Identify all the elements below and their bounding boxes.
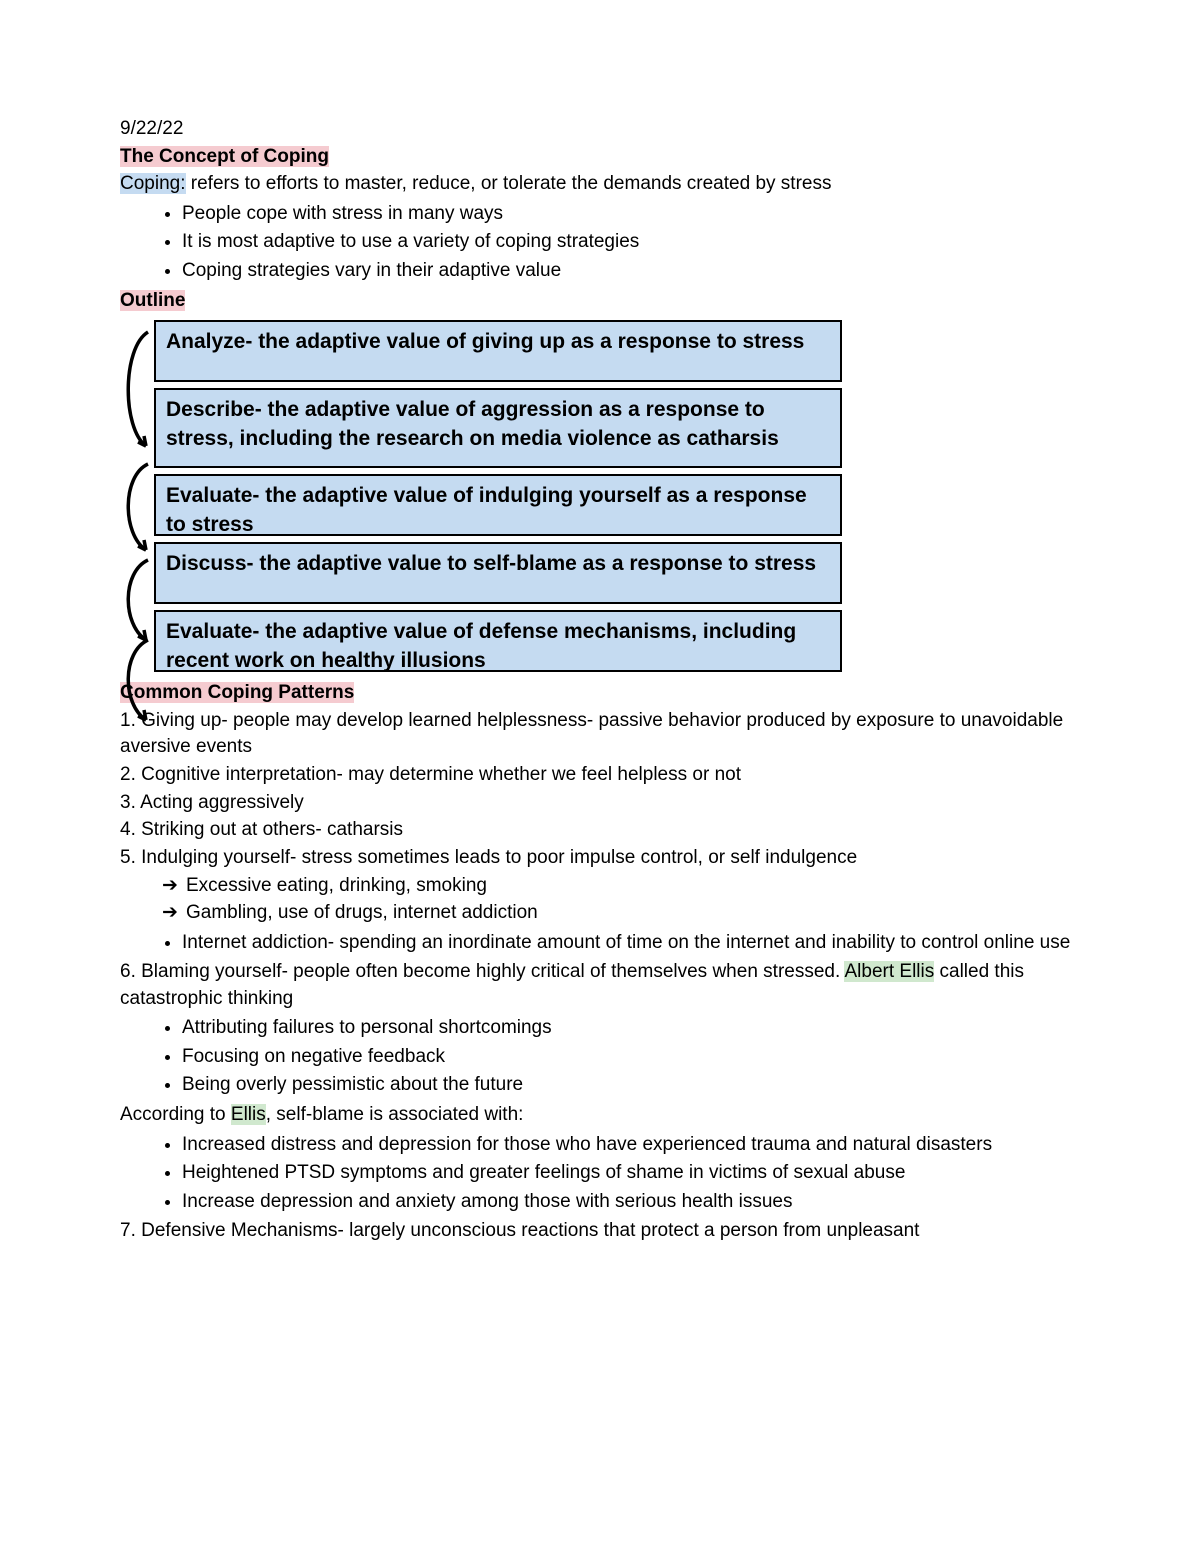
pattern-6-bullets: Attributing failures to personal shortco… [120,1014,1080,1100]
list-item: Heightened PTSD symptoms and greater fee… [182,1159,1080,1188]
pattern-6: 6. Blaming yourself- people often become… [120,959,1080,1012]
heading-concept: The Concept of Coping [120,144,1080,171]
date: 9/22/22 [120,116,1080,143]
pattern-3: 3. Acting aggressively [120,790,1080,817]
ellis-name: Ellis [231,1104,266,1125]
connector-icon [118,328,158,456]
pattern-2: 2. Cognitive interpretation- may determi… [120,762,1080,789]
list-item: Increased distress and depression for th… [182,1131,1080,1160]
list-item: Being overly pessimistic about the futur… [182,1071,1080,1100]
ellis-bullets: Increased distress and depression for th… [120,1131,1080,1217]
heading-patterns: Common Coping Patterns [120,680,1080,707]
outline-box: Discuss- the adaptive value to self-blam… [154,542,842,604]
outline-flow: Analyze- the adaptive value of giving up… [154,320,1080,672]
outline-box: Analyze- the adaptive value of giving up… [154,320,842,382]
pattern-5-bullets: Internet addiction- spending an inordina… [120,929,1080,958]
outline-box: Evaluate- the adaptive value of indulgin… [154,474,842,536]
pattern-5: 5. Indulging yourself- stress sometimes … [120,845,1080,872]
coping-def-text: refers to efforts to master, reduce, or … [186,173,832,194]
outline-box: Evaluate- the adaptive value of defense … [154,610,842,672]
pattern-4: 4. Striking out at others- catharsis [120,817,1080,844]
ellis-line: According to Ellis, self-blame is associ… [120,1102,1080,1129]
list-item: People cope with stress in many ways [182,200,1080,229]
ellis-pre: According to [120,1104,231,1125]
albert-ellis-name: Albert Ellis [844,961,934,982]
pattern-7: 7. Defensive Mechanisms- largely unconsc… [120,1218,1080,1245]
heading-outline: Outline [120,288,1080,315]
list-item: Focusing on negative feedback [182,1043,1080,1072]
list-item: Increase depression and anxiety among th… [182,1188,1080,1217]
list-item: Coping strategies vary in their adaptive… [182,257,1080,286]
pattern-5-arrows: Excessive eating, drinking, smoking Gamb… [120,873,1080,926]
heading-outline-text: Outline [120,290,185,311]
list-item: Attributing failures to personal shortco… [182,1014,1080,1043]
list-item: Gambling, use of drugs, internet addicti… [162,900,1080,927]
list-item: It is most adaptive to use a variety of … [182,228,1080,257]
intro-bullet-list: People cope with stress in many ways It … [120,200,1080,286]
outline-box: Describe- the adaptive value of aggressi… [154,388,842,468]
heading-concept-text: The Concept of Coping [120,146,329,167]
pattern-6a: 6. Blaming yourself- people often become… [120,961,844,982]
connector-icon [118,460,158,560]
connector-icon [118,636,158,730]
document-page: 9/22/22 The Concept of Coping Coping: re… [0,0,1200,1553]
list-item: Excessive eating, drinking, smoking [162,873,1080,900]
coping-definition: Coping: refers to efforts to master, red… [120,171,1080,198]
pattern-1: 1. Giving up- people may develop learned… [120,708,1080,761]
coping-term: Coping: [120,173,186,194]
ellis-post: , self-blame is associated with: [266,1104,524,1125]
list-item: Internet addiction- spending an inordina… [182,929,1080,958]
